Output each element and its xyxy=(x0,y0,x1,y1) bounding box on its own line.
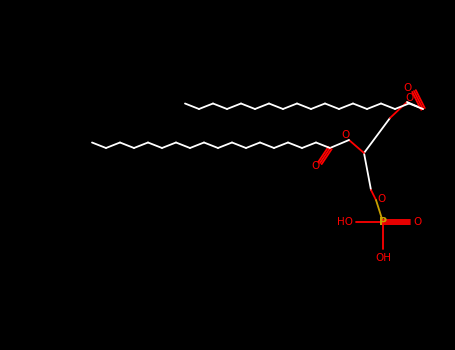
Text: OH: OH xyxy=(375,253,391,263)
Text: O: O xyxy=(378,194,386,204)
Text: O: O xyxy=(413,217,421,227)
Text: O: O xyxy=(312,161,320,171)
Text: HO: HO xyxy=(337,217,353,227)
Text: O: O xyxy=(405,93,413,103)
Text: P: P xyxy=(379,217,387,227)
Text: O: O xyxy=(404,83,412,93)
Text: O: O xyxy=(342,130,350,140)
